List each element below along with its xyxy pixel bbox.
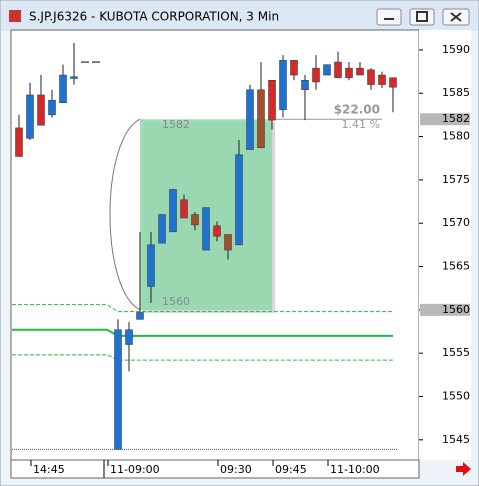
measure-percent: 1.41 % bbox=[342, 118, 380, 131]
candle-body bbox=[378, 74, 386, 85]
candle-body bbox=[257, 89, 265, 149]
price-marker-label: 1582 bbox=[442, 112, 470, 125]
y-tick-label: 1570 bbox=[442, 216, 470, 229]
chart-title: S.JP.J6326 - KUBOTA CORPORATION, 3 Min bbox=[29, 10, 279, 24]
candle-body bbox=[334, 61, 342, 78]
measure-change: $22.00 bbox=[334, 103, 380, 117]
candle-body bbox=[268, 80, 276, 121]
y-tick-label: 1585 bbox=[442, 86, 470, 99]
x-tick-label: 09:30 bbox=[220, 463, 252, 476]
y-tick-label: 1555 bbox=[442, 346, 470, 359]
y-axis-area bbox=[419, 30, 471, 460]
x-tick-label: 11-09:00 bbox=[110, 463, 160, 476]
candle-body bbox=[70, 76, 78, 79]
y-tick-label: 1580 bbox=[442, 130, 470, 143]
candle-body bbox=[191, 214, 199, 226]
candle-body bbox=[246, 89, 254, 150]
band-line bbox=[12, 328, 393, 337]
candle-body bbox=[290, 60, 298, 76]
candle-body bbox=[213, 225, 221, 237]
y-tick-label: 1545 bbox=[442, 433, 470, 446]
measure-arc bbox=[109, 118, 141, 311]
minimize-button[interactable] bbox=[376, 8, 402, 26]
candle-body bbox=[158, 214, 166, 244]
candle-body bbox=[114, 329, 122, 450]
candle-body bbox=[48, 99, 56, 116]
y-tick-label: 1590 bbox=[442, 43, 470, 56]
window-buttons[interactable] bbox=[376, 8, 470, 26]
measure-low-label: 1560 bbox=[162, 295, 190, 308]
candle-body bbox=[147, 244, 155, 287]
y-tick-label: 1550 bbox=[442, 389, 470, 402]
candle-body bbox=[356, 67, 364, 76]
candle-body bbox=[26, 94, 34, 139]
plot: 1545 1550 1555 1560 1565 1570 1575 1580 1585 1590… bbox=[12, 43, 470, 450]
candle-body bbox=[367, 69, 375, 85]
x-tick-label: 09:45 bbox=[275, 463, 307, 476]
app-icon bbox=[9, 10, 21, 22]
candle-body bbox=[37, 94, 45, 126]
candle-body bbox=[235, 154, 243, 246]
measure-high-label: 1582 bbox=[162, 118, 190, 131]
x-axis-area bbox=[10, 459, 420, 479]
candle-body bbox=[279, 60, 287, 110]
band-line bbox=[12, 304, 393, 313]
scroll-arrow[interactable] bbox=[456, 462, 471, 476]
candle-body bbox=[136, 312, 144, 320]
price-marker-label: 1560 bbox=[442, 303, 470, 316]
y-tick-label: 1565 bbox=[442, 260, 470, 273]
x-tick-label: 14:45 bbox=[33, 463, 65, 476]
y-tick-label: 1575 bbox=[442, 173, 470, 186]
candle-body bbox=[312, 67, 320, 83]
price-marker bbox=[420, 113, 470, 126]
candle-body bbox=[59, 74, 67, 104]
x-tick-label: 11-10:00 bbox=[330, 463, 380, 476]
candle-body bbox=[15, 127, 23, 157]
candle-body bbox=[125, 329, 133, 345]
band-line bbox=[12, 354, 393, 361]
candle-body bbox=[202, 207, 210, 251]
candle-body bbox=[301, 80, 309, 91]
price-marker bbox=[420, 303, 470, 316]
candle-body bbox=[180, 199, 188, 219]
maximize-icon bbox=[416, 11, 428, 22]
candle-body bbox=[224, 234, 232, 251]
close-icon bbox=[450, 12, 462, 22]
candle-body bbox=[323, 64, 331, 76]
candle-body bbox=[389, 77, 397, 88]
candle-body bbox=[345, 67, 353, 78]
candle-body bbox=[169, 189, 177, 233]
